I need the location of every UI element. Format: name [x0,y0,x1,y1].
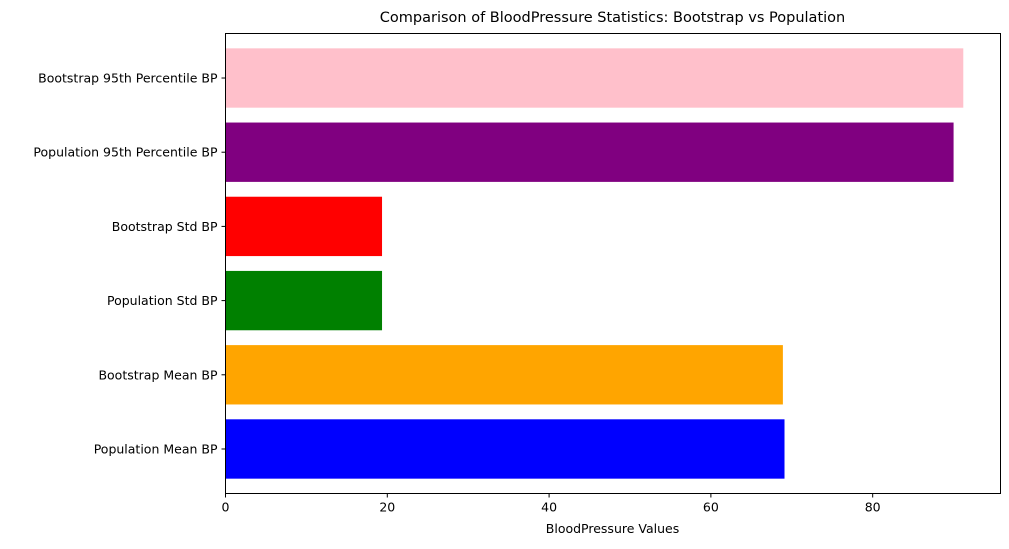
x-tick-label-1: 20 [379,500,395,515]
bar-3 [225,196,383,257]
plot-frame [225,33,1001,494]
bars-layer [225,48,964,479]
y-tick-label-1: Bootstrap Mean BP [98,367,217,382]
x-tick-label-3: 60 [703,500,719,515]
y-tick-label-3: Bootstrap Std BP [112,219,218,234]
x-tick-label-4: 80 [865,500,881,515]
x-tick-label-0: 0 [222,500,230,515]
x-axis-ticks: 0 20 40 60 80 [222,493,881,515]
x-tick-label-2: 40 [541,500,557,515]
bar-0 [225,419,785,479]
bar-4 [225,122,954,182]
bar-5 [225,48,964,108]
y-axis-ticks: Population Mean BP Bootstrap Mean BP Popul… [33,71,226,456]
bar-2 [225,270,383,331]
bar-1 [225,345,783,405]
y-tick-label-0: Population Mean BP [94,441,218,456]
y-tick-label-4: Population 95th Percentile BP [33,145,218,160]
y-tick-label-5: Bootstrap 95th Percentile BP [38,71,218,86]
y-tick-label-2: Population Std BP [107,293,218,308]
x-axis-label: BloodPressure Values [546,521,679,536]
chart-title: Comparison of BloodPressure Statistics: … [380,10,845,26]
